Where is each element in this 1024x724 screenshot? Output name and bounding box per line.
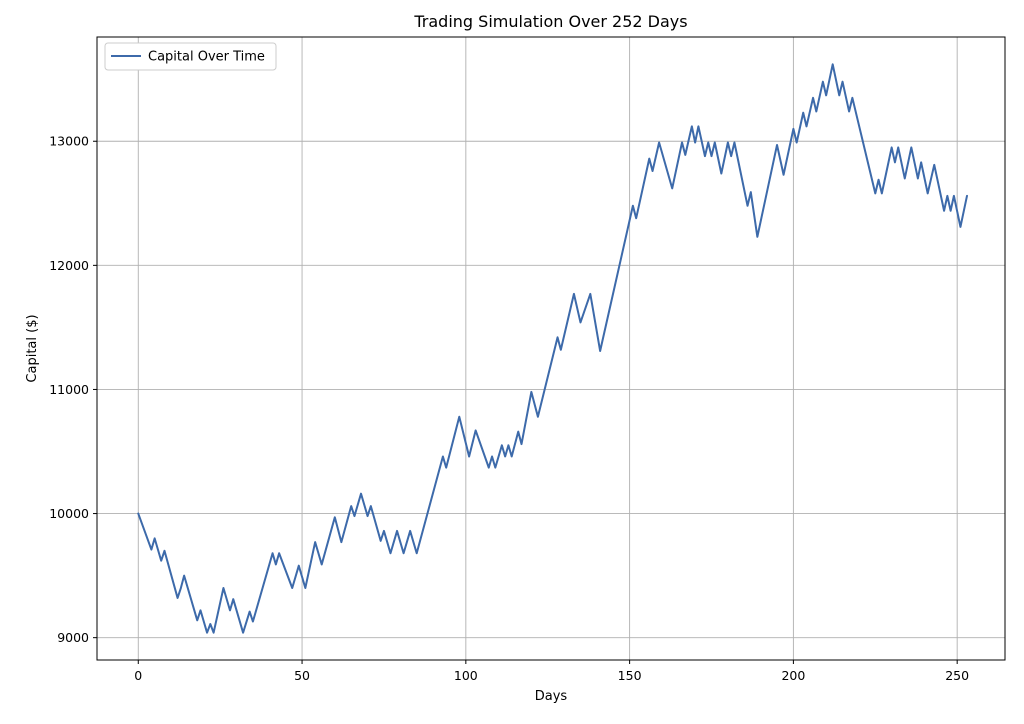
x-tick-label: 250 <box>945 668 969 683</box>
series-layer <box>137 63 968 634</box>
axis-ticks: 0 50 100 150 200 250 9000 10000 11000 12000 13000 <box>49 134 969 683</box>
y-tick-label: 13000 <box>49 134 89 149</box>
chart-title: Trading Simulation Over 252 Days <box>413 12 687 31</box>
y-tick-label: 10000 <box>49 506 89 521</box>
legend-label: Capital Over Time <box>148 50 265 65</box>
plot-frame <box>96 36 1006 661</box>
legend: Capital Over Time <box>104 42 277 71</box>
series-line <box>137 63 968 634</box>
y-tick-label: 11000 <box>49 382 89 397</box>
x-tick-label: 0 <box>134 668 142 683</box>
x-tick-label: 150 <box>618 668 642 683</box>
x-axis-label: Days <box>535 689 568 704</box>
x-tick-label: 50 <box>294 668 310 683</box>
legend-box <box>104 42 277 71</box>
y-tick-label: 9000 <box>57 630 89 645</box>
x-tick-label: 200 <box>781 668 805 683</box>
grid-lines <box>97 37 1005 660</box>
x-tick-label: 100 <box>454 668 478 683</box>
y-tick-label: 12000 <box>49 258 89 273</box>
y-axis-label: Capital ($) <box>25 314 40 382</box>
